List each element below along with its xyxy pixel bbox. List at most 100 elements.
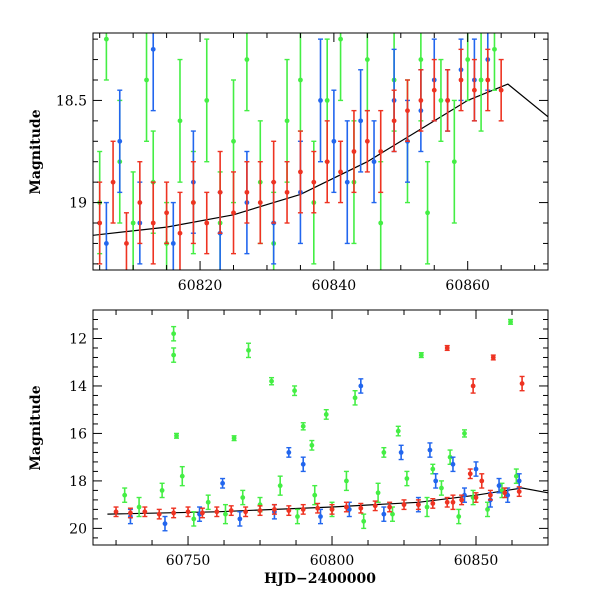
data-point — [418, 69, 424, 132]
data-point — [292, 385, 298, 397]
data-point — [404, 470, 410, 487]
series-c — [127, 378, 522, 532]
data-point — [375, 482, 381, 503]
data-point — [461, 487, 467, 503]
data-point — [113, 506, 119, 518]
data-point — [467, 468, 473, 480]
data-point — [513, 468, 519, 484]
data-point — [156, 508, 162, 520]
data-point — [378, 109, 384, 194]
data-point — [244, 33, 250, 112]
data-point — [351, 109, 357, 194]
data-point — [364, 109, 370, 173]
data-point — [371, 120, 377, 204]
data-point — [391, 89, 397, 153]
data-point — [456, 508, 462, 525]
data-point — [164, 181, 170, 245]
data-point — [444, 496, 450, 508]
data-point — [444, 344, 450, 352]
data-point — [159, 482, 165, 499]
data-point — [447, 449, 453, 465]
data-point — [502, 487, 508, 499]
y-tick-label: 18.5 — [56, 93, 87, 109]
x-tick-label: 60840 — [312, 278, 357, 294]
data-point — [122, 487, 128, 503]
data-point — [338, 140, 344, 204]
data-point — [144, 33, 150, 142]
data-point — [438, 58, 444, 142]
bottom-x-axis-title: HJD−2400000 — [264, 571, 376, 587]
data-point — [300, 456, 306, 473]
y-tick-label: 12 — [69, 331, 87, 347]
data-point — [358, 502, 364, 514]
y-tick-label: 16 — [69, 426, 87, 442]
data-point — [150, 33, 156, 112]
data-point — [427, 442, 433, 458]
data-point — [243, 506, 249, 518]
data-point — [127, 507, 133, 519]
data-point — [401, 499, 407, 511]
data-point — [418, 352, 424, 359]
data-point — [343, 470, 349, 492]
data-point — [179, 465, 185, 487]
data-point — [485, 501, 491, 518]
data-point — [271, 503, 277, 515]
data-point — [311, 150, 317, 214]
data-point — [271, 140, 277, 224]
top-y-axis-title: Magnitude — [28, 109, 44, 194]
data-point — [352, 390, 358, 406]
data-point — [171, 347, 177, 363]
series-o — [113, 344, 525, 520]
data-point — [470, 378, 476, 394]
data-point — [257, 161, 263, 245]
x-tick-label: 60820 — [178, 278, 223, 294]
data-point — [479, 473, 485, 489]
data-point — [117, 89, 123, 194]
data-point — [277, 475, 283, 496]
data-point — [415, 499, 421, 511]
data-point — [485, 48, 491, 112]
data-point — [450, 456, 456, 473]
data-point — [257, 505, 263, 517]
data-point — [97, 181, 103, 265]
data-point — [244, 161, 250, 224]
data-point — [286, 505, 292, 517]
data-point — [199, 507, 205, 519]
data-point — [171, 507, 177, 519]
data-point — [451, 99, 457, 224]
data-point — [214, 506, 220, 518]
data-point — [300, 422, 306, 431]
data-point — [240, 489, 246, 506]
data-point — [473, 461, 479, 477]
data-point — [231, 171, 237, 255]
data-point — [433, 473, 439, 489]
data-point — [185, 506, 191, 518]
data-point — [231, 435, 237, 442]
data-point — [473, 492, 479, 503]
data-point — [174, 432, 180, 439]
top-plot-area — [93, 33, 548, 270]
data-point — [204, 191, 210, 255]
data-point — [150, 181, 156, 265]
data-point — [284, 161, 290, 224]
data-point — [123, 212, 129, 270]
data-point — [450, 494, 456, 511]
data-point — [130, 171, 136, 270]
data-point — [170, 201, 176, 270]
bottom-frame — [92, 309, 549, 546]
y-tick-label: 18 — [69, 474, 87, 490]
data-point — [404, 79, 410, 142]
top-panel: 60820 60840 60860 18.5 19 Magnitude — [28, 32, 549, 294]
data-point — [490, 354, 496, 361]
bottom-plot-area — [107, 318, 548, 532]
data-point — [103, 33, 109, 81]
data-point — [300, 503, 306, 515]
data-point — [478, 33, 484, 132]
data-point — [191, 511, 197, 527]
bottom-ticks: 60750 60800 60850 12 14 16 18 20 — [69, 309, 549, 569]
data-point — [361, 513, 367, 530]
data-point — [381, 446, 387, 458]
data-point — [205, 494, 211, 511]
data-point — [471, 58, 477, 122]
